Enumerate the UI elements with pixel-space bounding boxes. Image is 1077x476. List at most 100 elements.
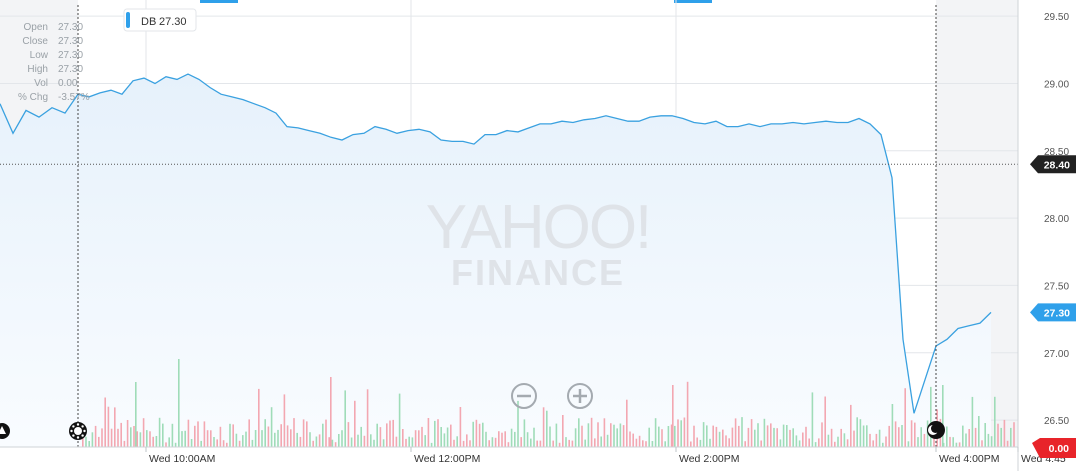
volume-bar	[824, 396, 826, 447]
volume-bar	[898, 427, 900, 447]
volume-bar	[600, 436, 602, 447]
y-tick-label: 27.00	[1044, 349, 1069, 360]
volume-bar	[437, 419, 439, 447]
volume-bar	[101, 428, 103, 447]
volume-bar	[98, 436, 100, 447]
volume-bar	[94, 425, 97, 447]
volume-bar	[818, 438, 820, 447]
change-value: 0.00	[1049, 443, 1070, 455]
volume-bar	[258, 388, 260, 447]
y-tick-label: 27.50	[1044, 281, 1069, 292]
volume-bar	[114, 407, 116, 447]
volume-bar	[402, 429, 404, 447]
zoom-in-button[interactable]	[567, 383, 593, 409]
volume-bar	[683, 417, 686, 447]
volume-bar	[283, 394, 286, 447]
volume-bar	[994, 396, 996, 447]
prev-close-value: 28.40	[1044, 159, 1070, 171]
volume-bar	[322, 423, 324, 447]
volume-bar	[738, 425, 740, 447]
volume-bar	[782, 424, 785, 447]
volume-bar	[789, 429, 791, 447]
volume-bar	[904, 388, 906, 447]
volume-bar	[830, 428, 833, 447]
volume-bar	[632, 433, 634, 447]
volume-bar	[866, 425, 868, 447]
volume-bar	[856, 417, 858, 447]
volume-bar	[530, 438, 532, 447]
volume-bar	[581, 425, 583, 447]
volume-bar	[872, 440, 874, 447]
volume-bar	[1006, 440, 1009, 447]
volume-bar	[654, 418, 657, 447]
volume-bar	[85, 436, 87, 447]
volume-bar	[379, 427, 382, 447]
volume-bar	[110, 428, 113, 447]
volume-bar	[242, 435, 244, 447]
volume-bar	[91, 432, 94, 447]
ohlc-panel: Open 27.30 Close 27.30 Low 27.30 High 27…	[18, 22, 90, 103]
volume-bar	[184, 430, 186, 447]
volume-bar	[715, 426, 718, 447]
volume-bar	[354, 400, 356, 447]
volume-bar	[645, 441, 647, 447]
ohlc-label: Open	[24, 22, 48, 33]
zoom-out-button[interactable]	[511, 383, 537, 409]
volume-bar	[680, 420, 682, 447]
volume-bar	[984, 423, 986, 447]
current-price-badge: 27.30	[1030, 303, 1076, 322]
volume-bar	[882, 442, 884, 447]
volume-bar	[843, 433, 846, 447]
volume-bar	[584, 439, 586, 447]
symbol-color-swatch	[126, 12, 130, 28]
volume-bar	[293, 418, 295, 447]
ohlc-label: Close	[22, 36, 48, 47]
volume-bar	[635, 438, 638, 447]
volume-bar	[517, 400, 519, 447]
volume-bar	[514, 431, 516, 447]
volume-bar	[210, 430, 212, 447]
volume-bar	[149, 431, 151, 447]
volume-bar	[962, 425, 964, 447]
x-tick-label: Wed 12:00PM	[414, 453, 480, 465]
volume-bar	[450, 424, 452, 447]
volume-bar	[920, 427, 922, 447]
volume-bar	[718, 431, 721, 447]
volume-bar	[306, 421, 308, 447]
volume-bar	[344, 390, 346, 447]
volume-bar	[408, 436, 410, 447]
ohlc-label: High	[27, 64, 48, 75]
volume-bar	[955, 442, 958, 447]
volume-bar	[501, 432, 503, 447]
volume-bar	[446, 427, 449, 447]
volume-bar	[629, 431, 631, 447]
market-open-sun-icon[interactable]	[69, 422, 87, 440]
volume-bar	[386, 423, 388, 447]
volume-bar	[952, 437, 954, 447]
volume-bar	[850, 404, 852, 447]
pre-market-icon[interactable]	[0, 423, 10, 439]
volume-bar	[203, 421, 206, 447]
volume-bar	[888, 425, 890, 447]
volume-bar	[606, 434, 609, 447]
symbol-tag[interactable]: DB 27.30	[123, 8, 197, 32]
volume-bar	[760, 440, 762, 447]
volume-bar	[562, 415, 564, 447]
volume-bar	[709, 438, 711, 447]
market-close-moon-icon[interactable]	[927, 421, 945, 439]
volume-bar	[427, 418, 430, 447]
volume-bar	[494, 437, 497, 447]
volume-bar	[248, 419, 250, 447]
volume-bar	[174, 442, 177, 447]
volume-bar	[672, 385, 674, 447]
volume-bar	[811, 392, 814, 447]
volume-bar	[693, 425, 695, 447]
symbol-value: 27.30	[159, 16, 187, 28]
volume-bar	[107, 406, 110, 447]
volume-bar	[341, 430, 343, 447]
volume-bar	[270, 407, 273, 447]
volume-bar	[331, 439, 334, 447]
volume-bar	[792, 428, 794, 447]
